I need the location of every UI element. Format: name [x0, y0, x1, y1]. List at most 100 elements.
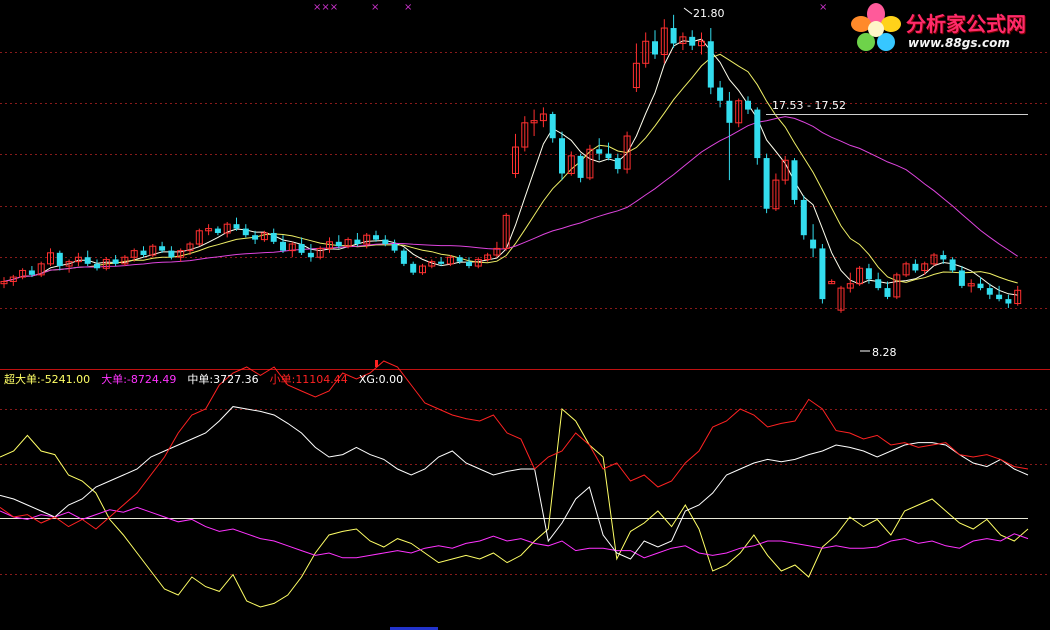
- candle-body: [642, 40, 650, 64]
- red-dot-marker: [375, 360, 378, 367]
- candle-body: [316, 247, 324, 258]
- flow-line-1: [0, 506, 1029, 559]
- candle-body: [605, 153, 612, 159]
- candle-body: [567, 155, 575, 174]
- top-marker-4: ×: [819, 2, 827, 13]
- candle-body: [456, 257, 463, 262]
- candle-body: [419, 265, 426, 274]
- candle-body: [828, 280, 836, 285]
- candle-body: [949, 259, 956, 271]
- price-annotations: 17.53 - 17.52 21.80 8.28 ××× × × ×: [313, 2, 1028, 630]
- top-marker-2: ×: [371, 2, 379, 13]
- candle-body: [335, 241, 342, 247]
- top-marker-3: ×: [404, 2, 412, 13]
- candle-body: [9, 276, 17, 282]
- candle-body: [977, 283, 984, 289]
- candle-body: [735, 100, 743, 124]
- candle-body: [559, 138, 565, 174]
- candle-body: [344, 239, 352, 247]
- top-marker-1: ×××: [313, 2, 338, 13]
- candle-body: [763, 158, 770, 209]
- candle-body: [893, 274, 901, 298]
- legend-large-label: 大单: [101, 373, 124, 386]
- ma-short-line: [3, 38, 1018, 296]
- candle-body: [102, 258, 110, 269]
- legend-super-large-value: -5241.00: [40, 373, 91, 386]
- candle-body: [233, 224, 240, 229]
- candle-body: [652, 41, 658, 55]
- candle-body: [623, 135, 631, 170]
- bottom-scroll-indicator[interactable]: [390, 627, 438, 630]
- candle-body: [996, 294, 1003, 300]
- candlestick-series[interactable]: [0, 14, 1022, 313]
- candle-body: [530, 120, 538, 124]
- grid-lines: [0, 52, 1050, 575]
- candle-body: [577, 155, 584, 178]
- low-marker: 8.28: [872, 346, 897, 359]
- candle-body: [214, 228, 221, 233]
- candle-body: [717, 87, 724, 101]
- candle-body: [186, 243, 194, 252]
- legend-super-large-label: 超大单: [4, 373, 37, 386]
- flow-line-0: [0, 407, 1029, 608]
- candle-body: [660, 27, 668, 55]
- candle-body: [726, 100, 733, 123]
- candle-body: [754, 109, 761, 159]
- candle-body: [428, 261, 436, 267]
- candle-body: [28, 270, 35, 275]
- candle-body: [140, 250, 147, 256]
- candle-body: [596, 149, 603, 154]
- moving-average-lines: [3, 38, 1018, 296]
- candle-body: [670, 28, 677, 44]
- candle-body: [967, 283, 975, 287]
- candle-body: [856, 267, 864, 285]
- candle-body: [493, 247, 501, 256]
- legend-small-label: 小单: [269, 373, 292, 386]
- candle-body: [837, 287, 845, 311]
- candle-body: [354, 239, 361, 245]
- candle-body: [149, 245, 157, 256]
- candle-body: [159, 246, 166, 251]
- candle-body: [846, 283, 854, 289]
- candle-body: [0, 280, 8, 285]
- candle-body: [791, 160, 798, 200]
- candle-body: [698, 40, 705, 47]
- candle-body: [549, 113, 556, 139]
- candle-body: [112, 259, 119, 264]
- candle-body: [446, 256, 454, 265]
- candle-body: [252, 235, 259, 240]
- high-marker: 21.80: [693, 7, 725, 20]
- candle-body: [865, 268, 872, 280]
- candle-body: [772, 179, 780, 210]
- candle-body: [689, 36, 696, 46]
- candle-body: [121, 256, 129, 265]
- candle-body: [37, 263, 45, 276]
- candle-body: [307, 252, 314, 258]
- candle-body: [521, 122, 529, 148]
- candle-body: [614, 158, 621, 170]
- candle-body: [288, 243, 296, 252]
- candle-body: [223, 223, 231, 234]
- candle-body: [298, 244, 305, 253]
- candle-body: [958, 270, 965, 286]
- candle-body: [474, 258, 482, 267]
- candle-body: [921, 263, 929, 271]
- logo-url: www.88gs.com: [908, 36, 1010, 50]
- site-logo: 分析家公式网 www.88gs.com: [848, 2, 1046, 57]
- candle-body: [56, 252, 63, 267]
- candle-body: [326, 241, 333, 249]
- logo-title: 分析家公式网: [906, 12, 1026, 36]
- candle-body: [586, 148, 594, 179]
- candle-body: [270, 232, 277, 242]
- candle-body: [940, 255, 947, 260]
- flow-line-3: [0, 360, 1029, 530]
- candle-body: [168, 250, 175, 258]
- candle-body: [781, 159, 789, 181]
- candle-body: [74, 256, 82, 263]
- flower-logo-icon: [851, 3, 901, 51]
- candle-body: [1005, 299, 1012, 304]
- legend-medium-label: 中单: [187, 373, 210, 386]
- candle-body: [47, 252, 54, 265]
- candle-body: [810, 239, 817, 249]
